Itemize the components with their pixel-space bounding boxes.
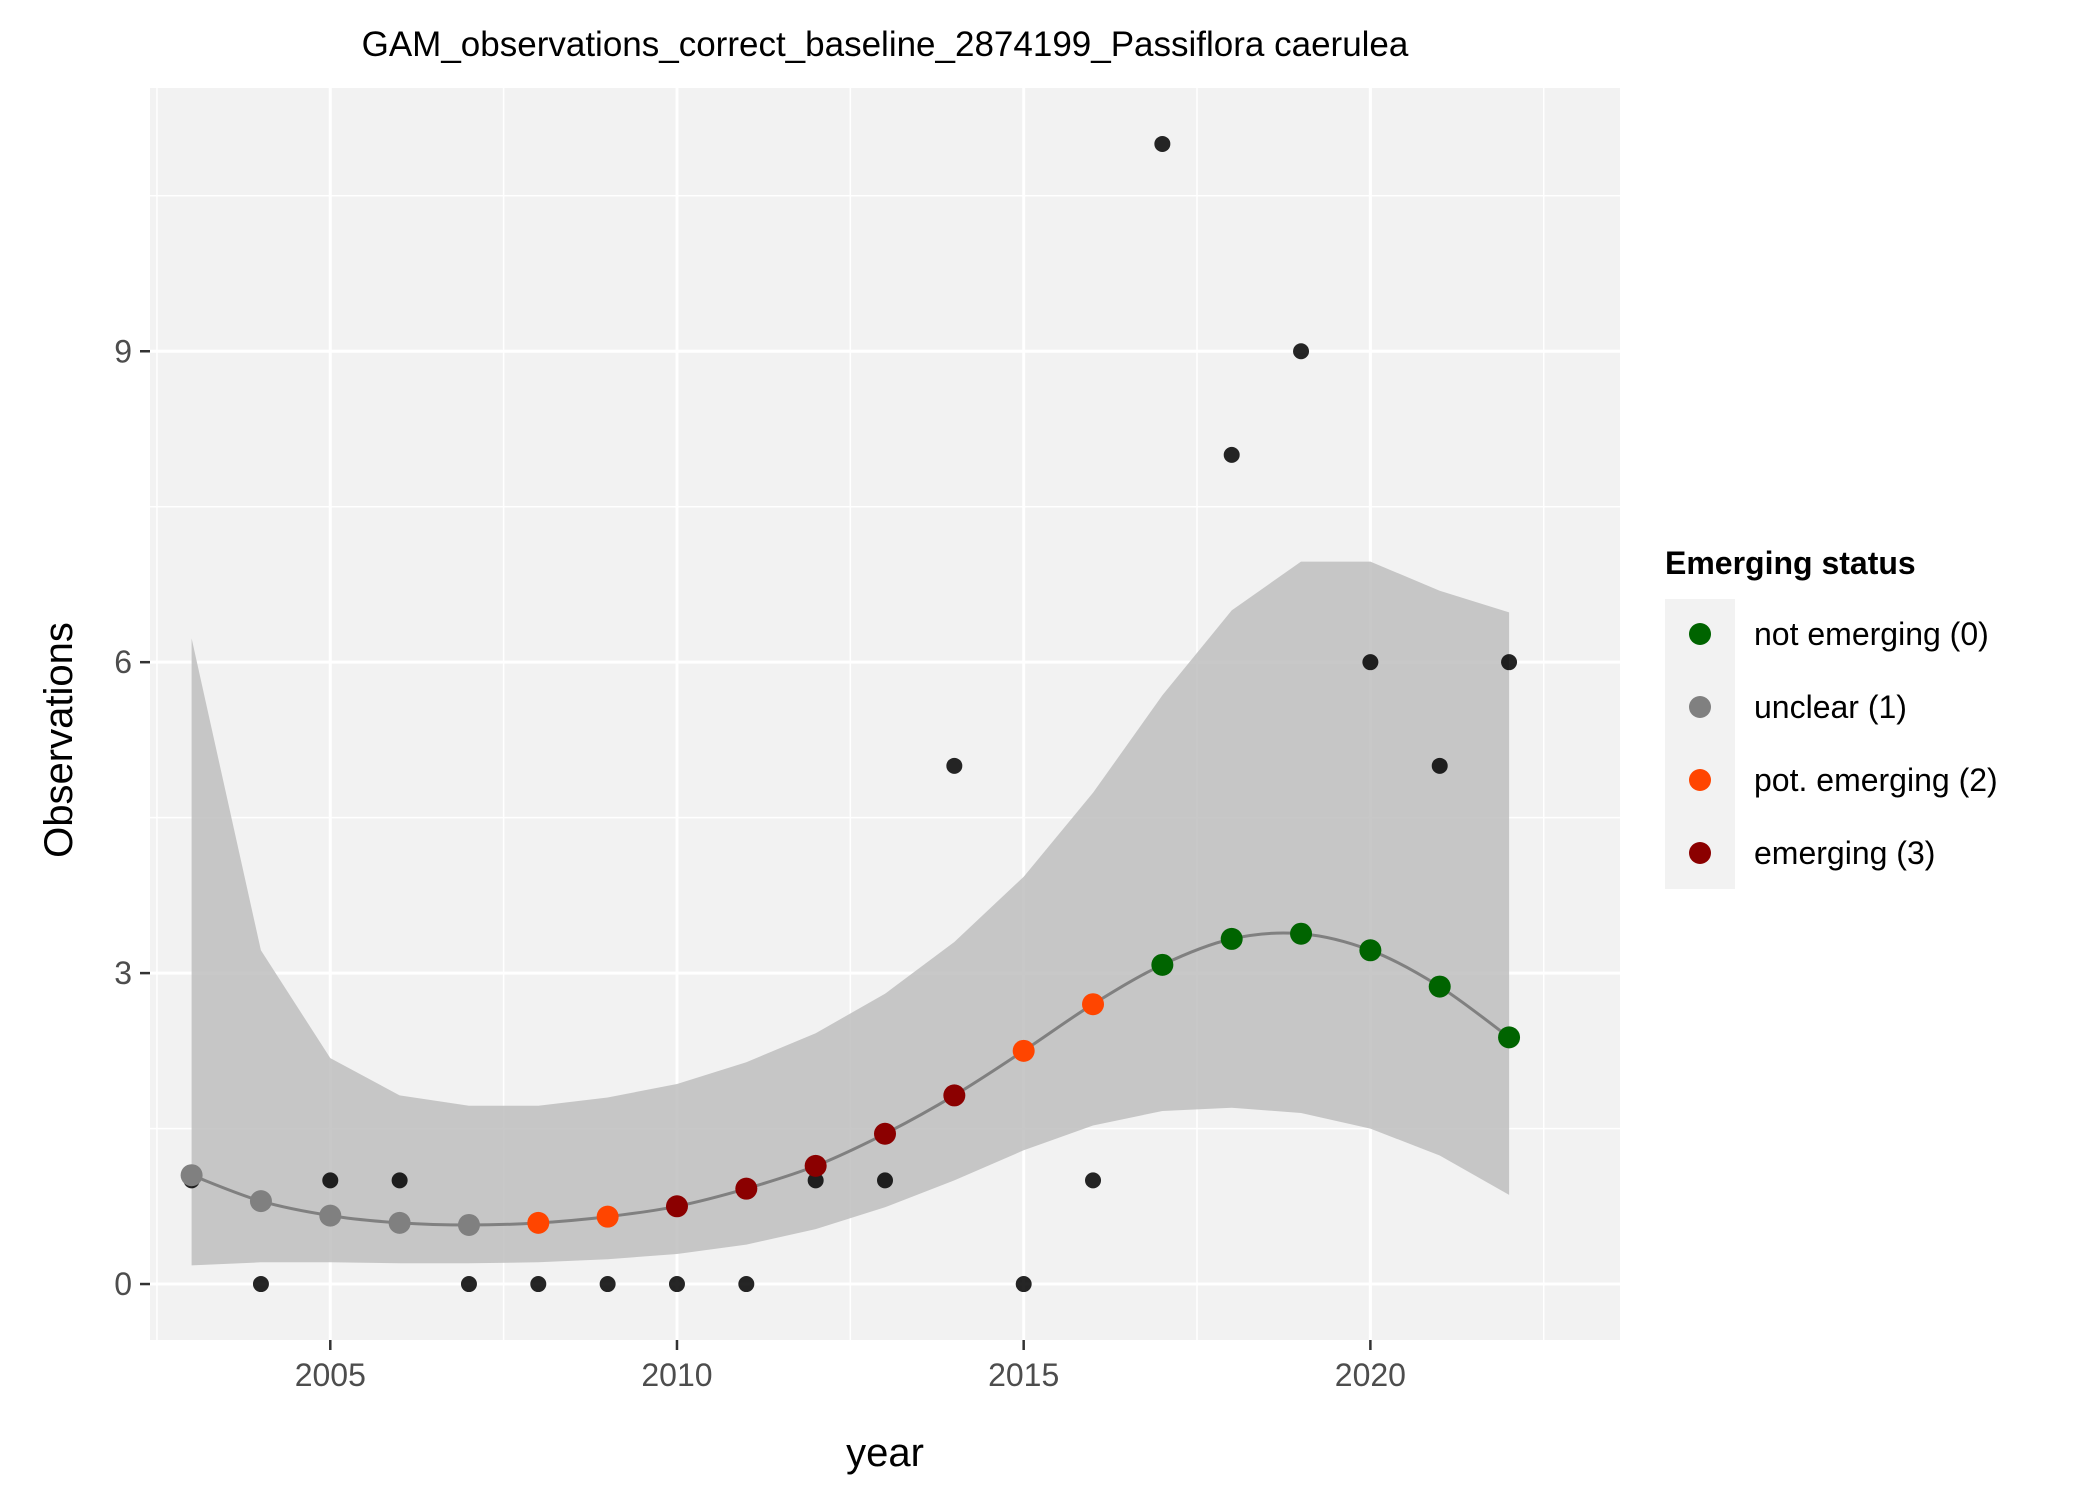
gam-fit-point <box>180 1164 203 1187</box>
gam-fit-point <box>596 1205 619 1228</box>
legend-label-3: emerging (3) <box>1754 835 1935 871</box>
observation-point <box>946 757 963 774</box>
legend: Emerging status not emerging (0) unclear … <box>1665 545 1998 889</box>
y-axis-title: Observations <box>37 622 81 858</box>
gam-fit-point <box>1498 1026 1521 1049</box>
observation-point <box>738 1276 755 1293</box>
gam-fit-point <box>1151 953 1174 976</box>
gam-fit-point <box>388 1211 411 1234</box>
chart-title: GAM_observations_correct_baseline_287419… <box>362 25 1409 64</box>
x-tick-label: 2020 <box>1335 1357 1406 1393</box>
y-axis-ticks: 0 3 6 9 <box>114 333 150 1302</box>
gam-fit-point <box>735 1177 758 1200</box>
legend-key-2 <box>1689 769 1711 791</box>
observation-point <box>530 1276 547 1293</box>
observation-point <box>460 1276 477 1293</box>
legend-key-background <box>1665 599 1735 889</box>
gam-fit-point <box>1290 922 1313 945</box>
gam-fit-point <box>249 1190 272 1213</box>
observation-point <box>877 1172 893 1189</box>
y-tick-label: 9 <box>114 333 132 369</box>
observation-point <box>1223 446 1240 463</box>
legend-label-0: not emerging (0) <box>1754 616 1989 652</box>
legend-key-0 <box>1689 623 1711 645</box>
observation-point <box>322 1172 339 1189</box>
observation-point <box>599 1276 616 1293</box>
observation-point <box>252 1276 269 1293</box>
gam-fit-point <box>457 1213 480 1236</box>
gam-fit-point <box>804 1154 827 1177</box>
observation-point <box>1293 343 1310 360</box>
gam-fit-points <box>180 922 1521 1236</box>
y-tick-label: 3 <box>114 955 132 991</box>
observation-point <box>391 1172 408 1189</box>
legend-key-3 <box>1689 842 1711 864</box>
observation-point <box>807 1172 824 1189</box>
observation-point <box>1015 1276 1032 1293</box>
x-tick-label: 2015 <box>988 1357 1059 1393</box>
gam-fit-point <box>1359 939 1382 962</box>
legend-label-2: pot. emerging (2) <box>1754 762 1998 798</box>
gam-fit-point <box>943 1084 966 1107</box>
gam-fit-point <box>1012 1039 1035 1062</box>
x-tick-label: 2010 <box>641 1357 712 1393</box>
observation-point <box>1154 135 1171 152</box>
gam-fit-point <box>874 1122 896 1145</box>
observation-point <box>1501 654 1518 671</box>
observation-point <box>1362 654 1379 671</box>
observation-point <box>668 1276 685 1293</box>
x-axis-ticks: 2005 2010 2015 2020 <box>295 1340 1406 1393</box>
gam-fit-point <box>527 1211 550 1234</box>
legend-key-1 <box>1689 696 1711 718</box>
legend-title: Emerging status <box>1665 545 1916 581</box>
legend-label-1: unclear (1) <box>1754 689 1907 725</box>
gam-fit-point <box>665 1195 688 1218</box>
gam-fit-point <box>1082 993 1105 1016</box>
observation-point <box>1431 757 1448 774</box>
observation-point <box>1085 1172 1102 1189</box>
y-tick-label: 6 <box>114 644 132 680</box>
gam-fit-point <box>1428 975 1451 998</box>
gam-fit-point <box>1220 927 1243 950</box>
x-tick-label: 2005 <box>295 1357 366 1393</box>
x-axis-title: year <box>846 1431 924 1475</box>
confidence-band <box>191 561 1510 1266</box>
gam-fit-point <box>319 1204 342 1227</box>
legend-entries: not emerging (0) unclear (1) pot. emerging… <box>1689 616 1998 871</box>
y-tick-label: 0 <box>114 1266 132 1302</box>
